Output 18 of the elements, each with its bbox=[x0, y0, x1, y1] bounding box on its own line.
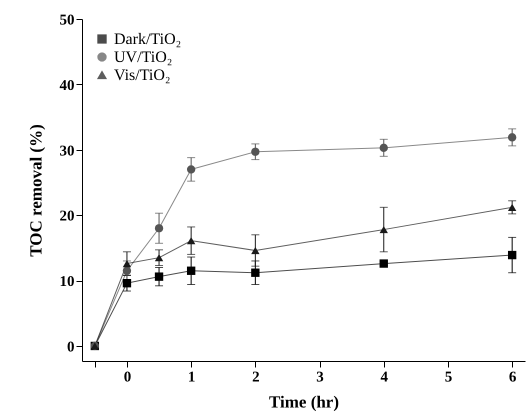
x-tick-label: 5 bbox=[444, 370, 452, 386]
x-tick-label: 3 bbox=[316, 370, 324, 386]
y-tick-label: 30 bbox=[60, 143, 74, 160]
y-tick-label: 40 bbox=[60, 78, 74, 94]
y-tick-label: 0 bbox=[67, 339, 74, 356]
x-tick-label: 0 bbox=[124, 370, 132, 386]
x-axis-title: Time (hr) bbox=[268, 392, 340, 412]
x-tick-label: 6 bbox=[508, 370, 517, 386]
y-axis-title: TOC removal (%) bbox=[26, 124, 46, 257]
legend-label: Dark/TiO₂ bbox=[114, 31, 182, 48]
x-tick-label: 2 bbox=[252, 370, 260, 386]
y-tick-label: 10 bbox=[60, 274, 74, 290]
legend-label: UV/TiO₂ bbox=[114, 49, 172, 66]
y-tick-label: 50 bbox=[60, 12, 74, 28]
legend-label: Vis/TiO₂ bbox=[114, 67, 170, 84]
x-tick-label: 4 bbox=[380, 370, 389, 386]
y-tick-label: 20 bbox=[60, 208, 74, 225]
x-tick-label: 1 bbox=[188, 370, 196, 386]
